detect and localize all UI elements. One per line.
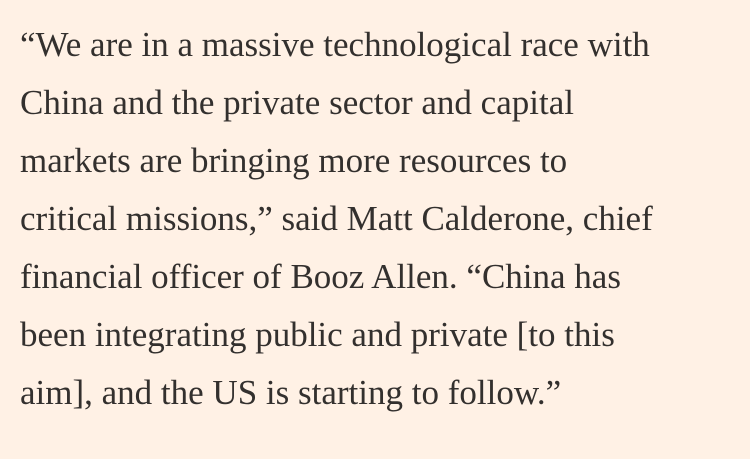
text-line: “We are in a massive technological race …	[20, 25, 650, 64]
text-line: aim], and the US is starting to follow.”	[20, 373, 562, 412]
text-line: critical missions,” said Matt Calderone,…	[20, 199, 653, 238]
text-line: markets are bringing more resources to	[20, 141, 568, 180]
text-line: been integrating public and private [to …	[20, 315, 615, 354]
text-line: financial officer of Booz Allen. “China …	[20, 257, 621, 296]
text-line: China and the private sector and capital	[20, 83, 574, 122]
